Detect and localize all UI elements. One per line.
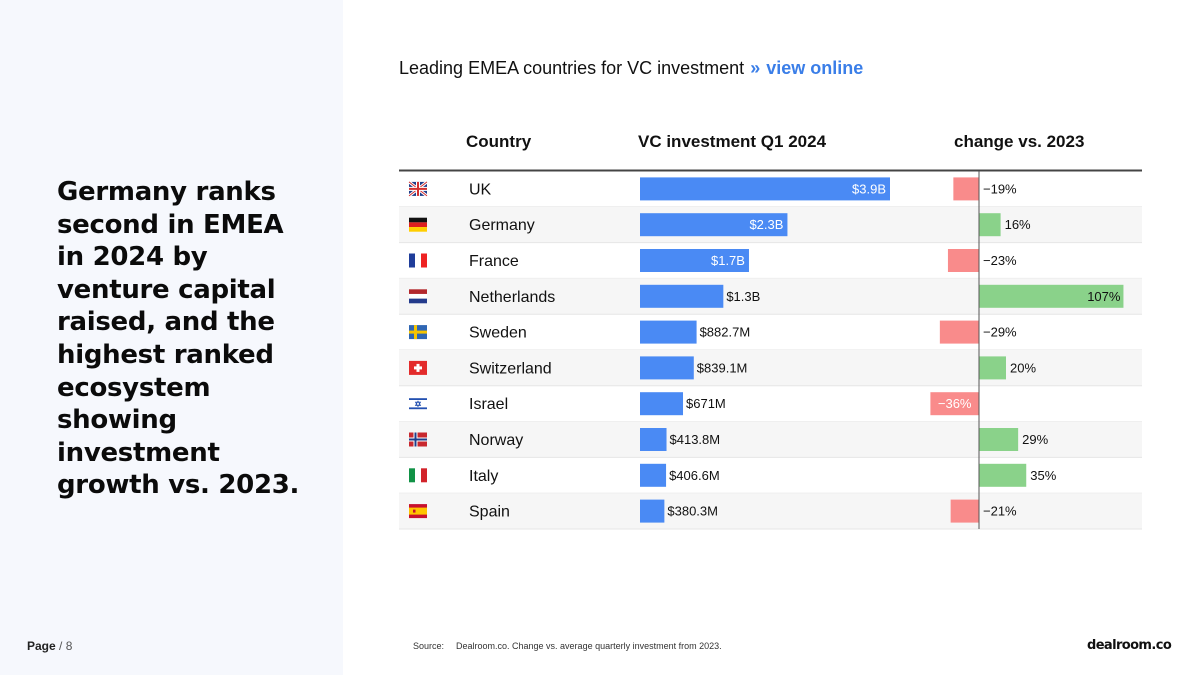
change-value-label: −19% — [983, 181, 1017, 196]
headline: Germany ranks second in EMEA in 2024 by … — [57, 177, 300, 501]
investment-bar — [640, 392, 684, 416]
change-bar — [979, 213, 1001, 237]
table-row: Israel $671M −36% — [399, 392, 1142, 423]
table-row: Norway $413.8M 29% — [399, 421, 1142, 458]
change-bar — [979, 463, 1027, 487]
country-label: Israel — [469, 396, 508, 413]
change-value-label: 29% — [1022, 432, 1048, 447]
investment-value-label: $839.1M — [697, 360, 748, 375]
chevron-double-right-icon: » — [750, 58, 761, 78]
table-row: France $1.7B −23% — [399, 249, 1142, 279]
table-row: Sweden $882.7M −29% — [399, 320, 1142, 351]
germany-flag-icon — [409, 217, 427, 232]
change-value-label: 16% — [1005, 217, 1031, 232]
dealroom-logo: dealroom.co — [1087, 635, 1172, 653]
table-row: Switzerland $839.1M 20% — [399, 350, 1142, 387]
investment-value-label: $413.8M — [670, 432, 721, 447]
investment-bar — [640, 428, 667, 451]
brand-name: dealroom — [1087, 638, 1152, 653]
country-label: Netherlands — [469, 289, 555, 306]
investment-value-label: $380.3M — [667, 504, 718, 519]
change-value-label: −23% — [983, 253, 1017, 268]
page-number: 8 — [65, 639, 73, 653]
change-value-label: −21% — [983, 504, 1017, 519]
table-row: Italy $406.6M 35% — [399, 463, 1142, 494]
country-label: France — [469, 253, 519, 270]
country-label: Sweden — [469, 325, 527, 342]
row-background — [399, 493, 1142, 529]
investment-bar — [640, 213, 788, 237]
netherlands-flag-icon — [409, 289, 427, 304]
investment-bar — [640, 356, 694, 380]
change-value-label: 107% — [1087, 289, 1121, 304]
view-online-link[interactable]: view online — [766, 58, 864, 78]
sweden-flag-icon — [409, 325, 427, 340]
investment-bar — [640, 177, 890, 201]
page-label: Page — [27, 639, 56, 653]
norway-flag-icon — [409, 432, 427, 447]
investment-value-label: $2.3B — [749, 217, 783, 232]
table-row: Spain $380.3M −21% — [399, 493, 1142, 530]
switzerland-flag-icon — [409, 360, 427, 375]
country-label: Germany — [469, 217, 535, 234]
source-label: Source: — [413, 641, 445, 651]
investment-value-label: $671M — [686, 396, 726, 411]
page-separator: / — [59, 639, 63, 653]
table-row: Germany $2.3B 16% — [399, 206, 1142, 244]
country-label: Spain — [469, 504, 510, 521]
change-bar — [947, 249, 979, 272]
change-value-label: 35% — [1030, 468, 1056, 483]
chart-title: Leading EMEA countries for VC investment… — [399, 58, 863, 79]
change-value-label: 20% — [1010, 360, 1036, 375]
change-value-label: −29% — [983, 325, 1017, 340]
israel-flag-icon — [409, 396, 427, 411]
country-label: UK — [469, 181, 492, 198]
table-row: UK $3.9B −19% — [399, 177, 1142, 208]
row-background — [399, 350, 1142, 386]
change-bar — [939, 320, 979, 344]
change-bar — [979, 356, 1006, 380]
investment-bar — [640, 463, 667, 487]
chart-title-text: Leading EMEA countries for VC investment — [399, 58, 745, 78]
table-row: Netherlands $1.3B 107% — [399, 278, 1142, 315]
change-bar — [953, 177, 979, 201]
source-note: Source: Dealroom.co. Change vs. average q… — [413, 641, 722, 651]
investment-value-label: $882.7M — [700, 325, 751, 340]
left-panel — [0, 0, 343, 675]
country-label: Italy — [469, 468, 498, 485]
source-text: Dealroom.co. Change vs. average quarterl… — [456, 641, 722, 651]
country-label: Switzerland — [469, 360, 552, 377]
investment-bar — [640, 499, 665, 523]
change-bar — [979, 284, 1124, 308]
investment-value-label: $1.7B — [711, 253, 745, 268]
page-indicator: Page / 8 — [27, 639, 72, 653]
investment-value-label: $1.3B — [726, 289, 760, 304]
change-bar — [979, 428, 1019, 451]
investment-value-label: $406.6M — [669, 468, 720, 483]
italy-flag-icon — [409, 468, 427, 483]
change-value-label: −36% — [938, 396, 972, 411]
uk-flag-icon — [408, 180, 428, 198]
header-investment: VC investment Q1 2024 — [638, 132, 827, 151]
france-flag-icon — [409, 253, 427, 268]
investment-value-label: $3.9B — [852, 181, 886, 196]
investment-bar — [640, 284, 724, 308]
header-change: change vs. 2023 — [954, 132, 1084, 151]
investment-bar — [640, 320, 697, 344]
brand-suffix: .co — [1151, 638, 1172, 653]
investment-bar — [640, 249, 749, 272]
country-label: Norway — [469, 432, 523, 449]
spain-flag-icon — [409, 504, 427, 519]
change-bar — [950, 499, 979, 523]
row-background — [399, 421, 1142, 458]
header-country: Country — [466, 132, 532, 151]
change-bar — [930, 392, 979, 416]
